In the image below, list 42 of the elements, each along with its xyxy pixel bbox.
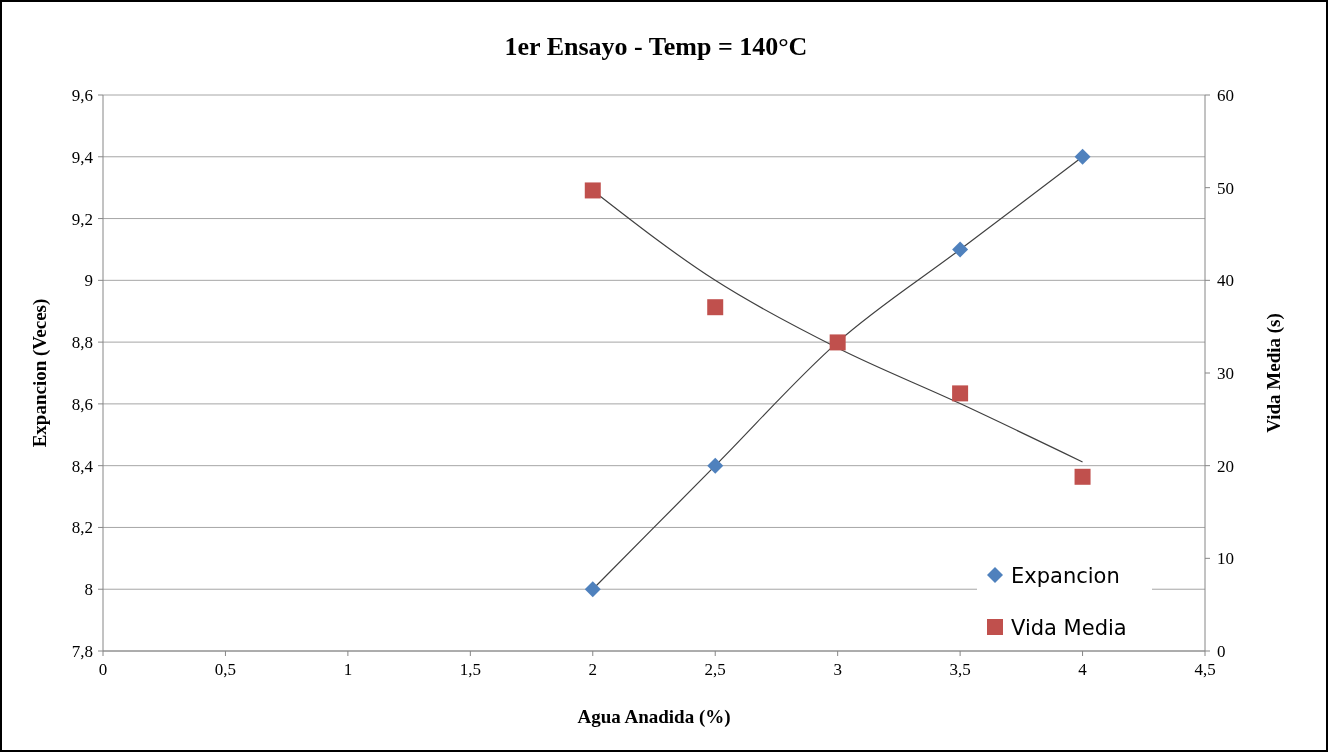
y-tick-label: 9,2 — [71, 209, 93, 229]
y-tick-label: 9,4 — [71, 147, 94, 167]
y2-tick-label: 10 — [1217, 549, 1234, 569]
point — [1074, 468, 1091, 485]
point — [829, 334, 846, 351]
y2-axis-title: Vida Media (s) — [1263, 313, 1285, 433]
point — [584, 581, 601, 598]
x-tick-label: 1,5 — [459, 660, 481, 679]
y2-tick-label: 0 — [1217, 642, 1226, 661]
y2-tick-label: 40 — [1217, 271, 1234, 291]
x-tick-label: 2,5 — [704, 660, 726, 679]
x-tick-label: 2 — [588, 660, 598, 679]
y-tick-label: 8,4 — [71, 456, 94, 476]
legend-label: Expancion — [1011, 564, 1120, 588]
y-tick-label: 7,8 — [71, 642, 93, 661]
y-tick-label: 8,2 — [71, 518, 93, 538]
point — [584, 182, 601, 199]
point — [707, 457, 724, 474]
chart-title: 1er Ensayo - Temp = 140°C — [504, 32, 808, 61]
point — [952, 385, 969, 402]
y2-tick-label: 60 — [1217, 86, 1234, 105]
x-tick-label: 0 — [98, 660, 108, 679]
y-tick-label: 9 — [84, 271, 93, 291]
legend-label: Vida Media — [1011, 616, 1127, 640]
y-tick-label: 8 — [84, 580, 93, 600]
y-tick-label: 8,8 — [71, 333, 93, 353]
x-tick-label: 4 — [1078, 660, 1088, 679]
y2-tick-label: 50 — [1217, 178, 1234, 198]
x-tick-label: 3 — [833, 660, 842, 679]
y-tick-label: 8,6 — [71, 394, 93, 414]
point — [1074, 148, 1091, 165]
y-tick-label: 9,6 — [71, 86, 93, 105]
y2-tick-label: 20 — [1217, 456, 1234, 476]
x-tick-label: 0,5 — [214, 660, 237, 679]
point — [707, 299, 724, 316]
y2-tick-label: 30 — [1217, 364, 1234, 383]
point — [952, 241, 969, 258]
x-tick-label: 1 — [343, 660, 353, 679]
y-axis-title: Expancion (Veces) — [29, 298, 51, 448]
x-axis-title: Agua Anadida (%) — [577, 706, 731, 728]
x-tick-label: 4,5 — [1194, 660, 1216, 679]
x-tick-label: 3,5 — [949, 660, 971, 679]
